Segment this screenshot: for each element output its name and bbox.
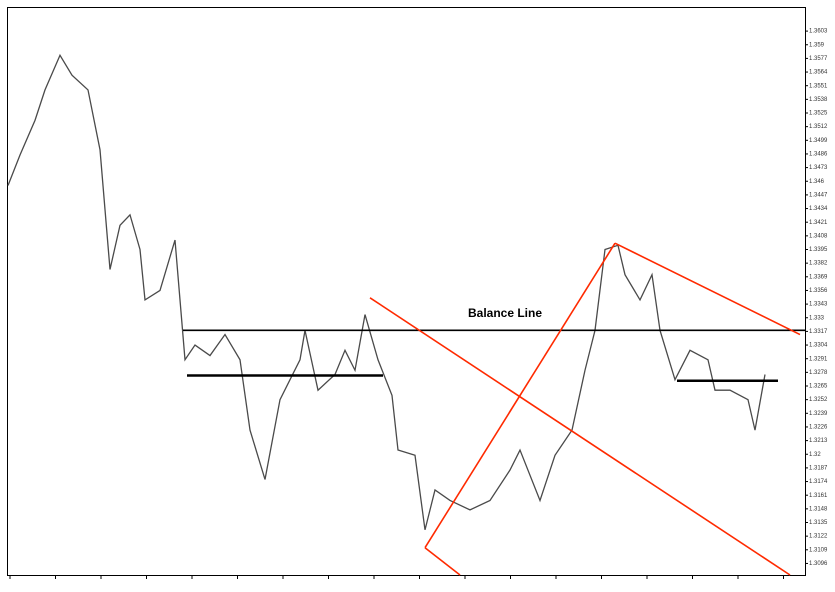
y-tick-label: 1.3161	[809, 493, 828, 499]
y-tick-label: 1.3239	[809, 411, 828, 417]
trend-line	[424, 547, 461, 576]
y-tick-label: 1.359	[809, 42, 825, 48]
price-line	[7, 53, 766, 531]
y-tick-label: 1.3356	[809, 288, 828, 294]
y-tick-label: 1.346	[809, 179, 825, 185]
y-tick-label: 1.3551	[809, 83, 828, 89]
y-tick-label: 1.32	[809, 452, 821, 458]
y-tick-label: 1.3395	[809, 247, 828, 253]
y-tick-label: 1.3135	[809, 520, 828, 526]
y-tick-label: 1.3226	[809, 425, 828, 431]
annotation: Balance Line	[468, 306, 542, 320]
y-tick-label: 1.3382	[809, 261, 828, 267]
trend-line	[424, 242, 616, 549]
y-tick-label: 1.3096	[809, 561, 828, 567]
y-tick-label: 1.3447	[809, 192, 828, 198]
y-tick-label: 1.3603	[809, 29, 828, 35]
y-tick-label: 1.3512	[809, 124, 828, 130]
y-tick-label: 1.3408	[809, 233, 828, 239]
y-tick-label: 1.3291	[809, 356, 828, 362]
trend-line	[614, 242, 801, 336]
y-tick-label: 1.3174	[809, 479, 828, 485]
y-tick-label: 1.3317	[809, 329, 828, 335]
y-tick-label: 1.3343	[809, 302, 828, 308]
trend-line	[369, 297, 791, 576]
y-tick-label: 1.3538	[809, 97, 828, 103]
y-tick-label: 1.3369	[809, 274, 828, 280]
y-tick-label: 1.3252	[809, 397, 828, 403]
y-tick-label: 1.3122	[809, 534, 828, 540]
y-tick-label: 1.3265	[809, 384, 828, 390]
y-tick-label: 1.3434	[809, 206, 828, 212]
plot-frame	[7, 7, 806, 576]
y-tick-label: 1.3499	[809, 138, 828, 144]
y-tick-label: 1.3564	[809, 70, 828, 76]
y-tick-label: 1.3213	[809, 438, 828, 444]
y-tick-label: 1.3278	[809, 370, 828, 376]
y-tick-label: 1.3109	[809, 547, 828, 553]
y-tick-label: 1.3187	[809, 465, 828, 471]
y-tick-label: 1.3473	[809, 165, 828, 171]
y-tick-label: 1.3525	[809, 111, 828, 117]
y-tick-label: 1.333	[809, 315, 825, 321]
y-tick-label: 1.3421	[809, 220, 828, 226]
y-tick-label: 1.3577	[809, 56, 828, 62]
y-tick-label: 1.3148	[809, 506, 828, 512]
y-tick-label: 1.3304	[809, 343, 828, 349]
y-tick-label: 1.3486	[809, 152, 828, 158]
